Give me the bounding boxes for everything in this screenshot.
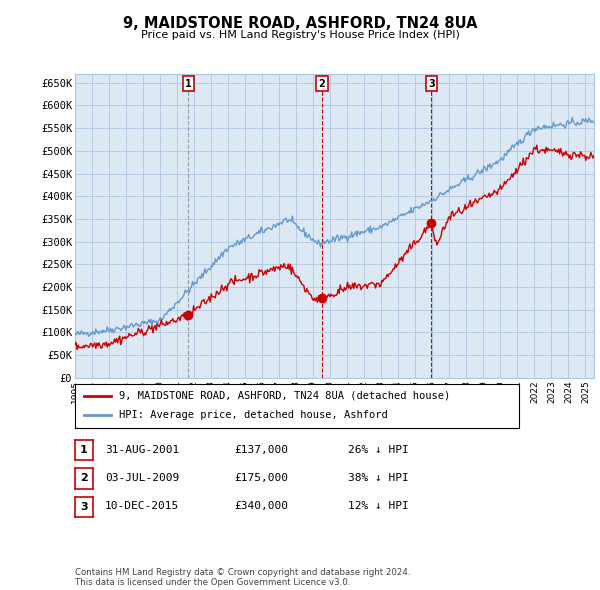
Text: 26% ↓ HPI: 26% ↓ HPI <box>348 445 409 454</box>
Text: 1: 1 <box>185 78 192 88</box>
Text: 2: 2 <box>80 474 88 483</box>
Text: 31-AUG-2001: 31-AUG-2001 <box>105 445 179 454</box>
Text: 10-DEC-2015: 10-DEC-2015 <box>105 502 179 511</box>
Text: 03-JUL-2009: 03-JUL-2009 <box>105 473 179 483</box>
Text: £175,000: £175,000 <box>234 473 288 483</box>
Text: 3: 3 <box>80 502 88 512</box>
Text: 38% ↓ HPI: 38% ↓ HPI <box>348 473 409 483</box>
Text: Contains HM Land Registry data © Crown copyright and database right 2024.
This d: Contains HM Land Registry data © Crown c… <box>75 568 410 587</box>
Text: 9, MAIDSTONE ROAD, ASHFORD, TN24 8UA (detached house): 9, MAIDSTONE ROAD, ASHFORD, TN24 8UA (de… <box>119 391 451 401</box>
Text: 2: 2 <box>319 78 325 88</box>
Text: 12% ↓ HPI: 12% ↓ HPI <box>348 502 409 511</box>
Text: 3: 3 <box>428 78 435 88</box>
Text: 9, MAIDSTONE ROAD, ASHFORD, TN24 8UA: 9, MAIDSTONE ROAD, ASHFORD, TN24 8UA <box>123 16 477 31</box>
Text: £137,000: £137,000 <box>234 445 288 454</box>
Text: £340,000: £340,000 <box>234 502 288 511</box>
Text: HPI: Average price, detached house, Ashford: HPI: Average price, detached house, Ashf… <box>119 411 388 420</box>
Text: Price paid vs. HM Land Registry's House Price Index (HPI): Price paid vs. HM Land Registry's House … <box>140 30 460 40</box>
Text: 1: 1 <box>80 445 88 455</box>
